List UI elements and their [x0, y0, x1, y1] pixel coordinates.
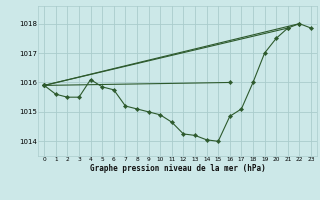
X-axis label: Graphe pression niveau de la mer (hPa): Graphe pression niveau de la mer (hPa)	[90, 164, 266, 173]
